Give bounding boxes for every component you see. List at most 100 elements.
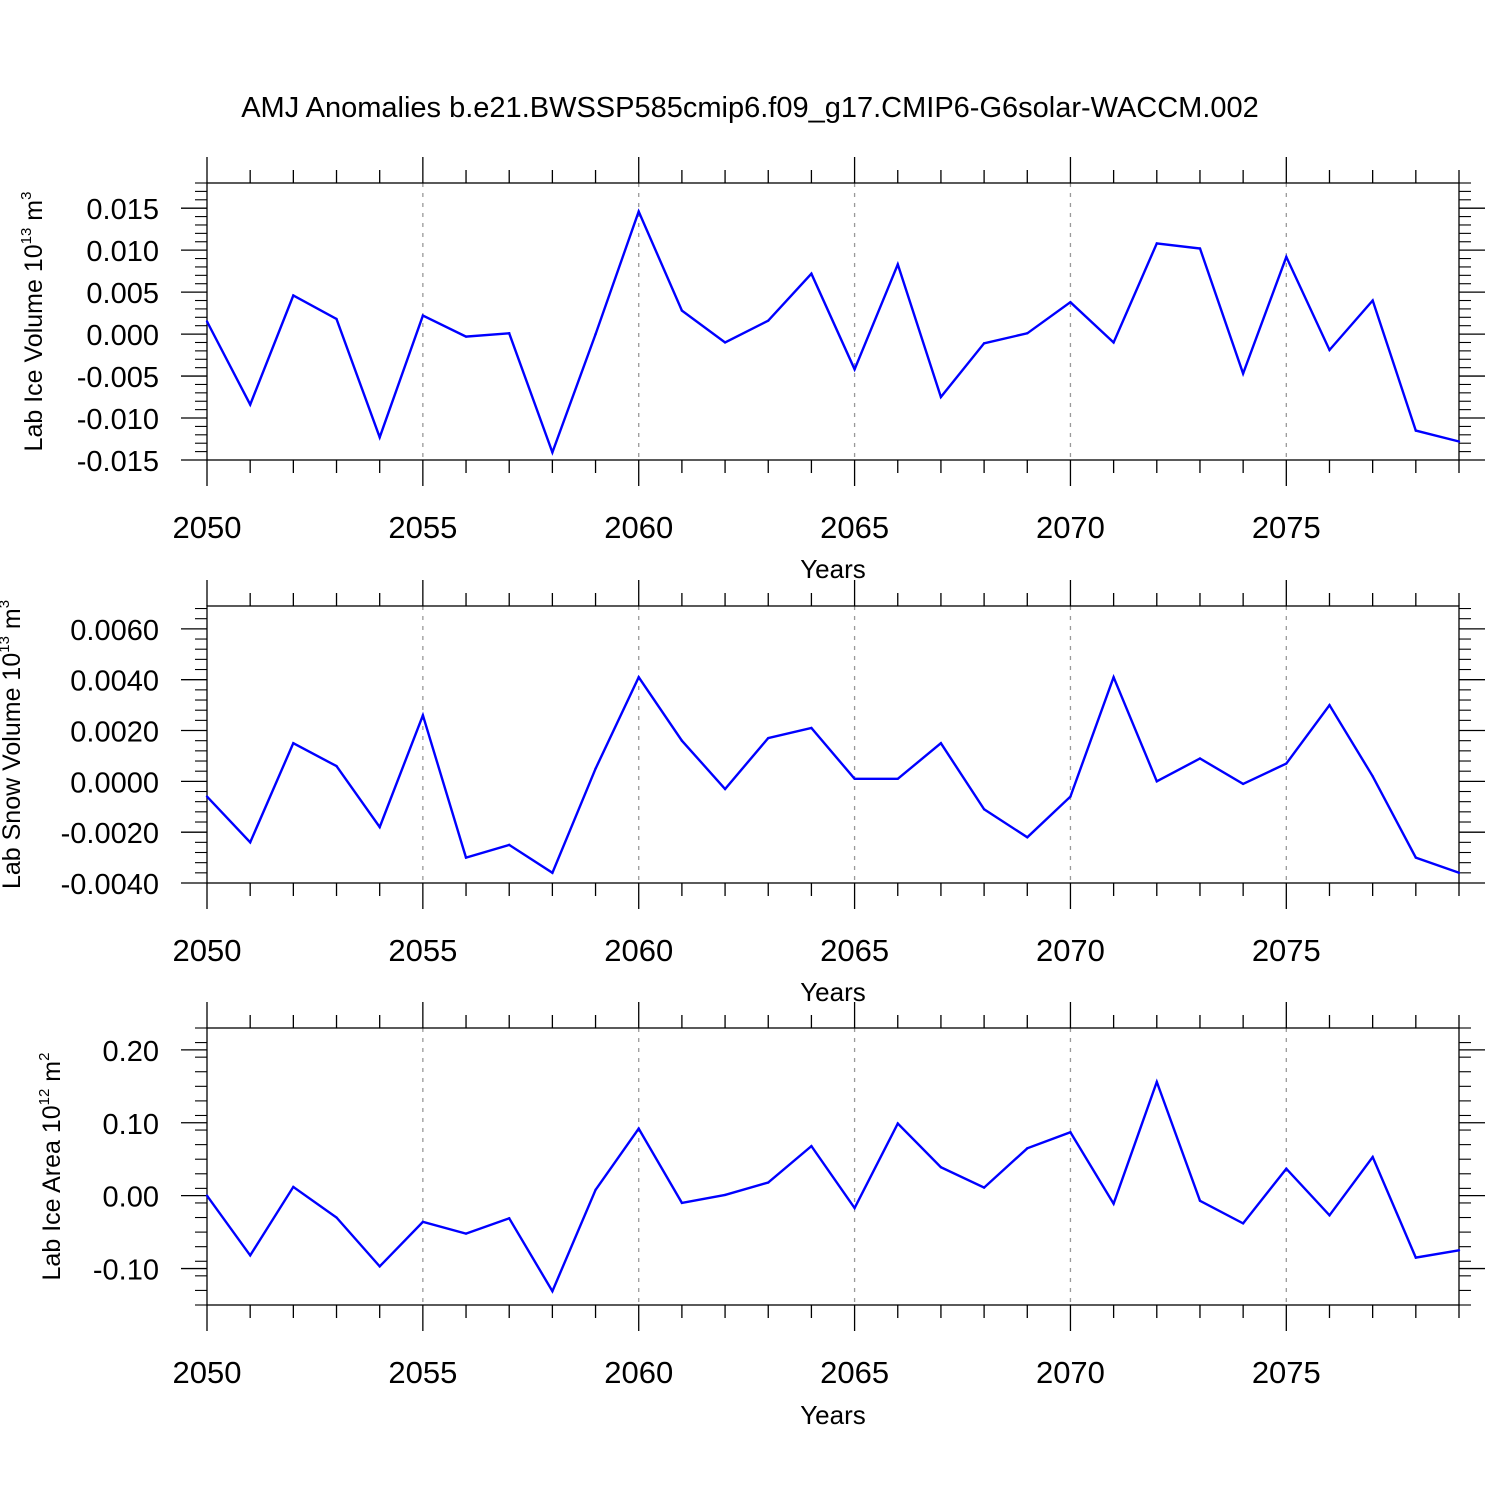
data-point [1112,1202,1115,1205]
data-point [1198,1199,1202,1202]
data-point [1026,332,1029,335]
y-tick-label: 0.000 [86,320,159,352]
data-point [1414,429,1418,432]
x-tick-label: 2070 [1036,510,1105,545]
data-point [637,1127,640,1130]
data-point [1241,1222,1245,1225]
y-tick-label: 0.0040 [70,666,159,698]
y-tick-label: -0.010 [77,404,159,436]
data-point [205,795,209,798]
data-point [508,1217,511,1220]
data-point [1285,255,1288,259]
data-point [378,825,381,829]
data-point [464,335,468,338]
y-axis-title-unit-exponent: 3 [18,192,35,200]
x-tick-label: 2065 [820,933,889,968]
data-point [378,1265,381,1268]
data-point [939,742,943,745]
data-point [680,309,684,312]
data-point [292,294,295,297]
series-line [205,208,1460,456]
data-point [551,871,554,875]
data-point [1198,757,1202,760]
panel-2: -0.0040 -0.0020 0.0000 0.0020 0.0040 0.0060 20… [0,580,1485,1007]
panel-3: -0.10 0.00 0.10 0.20 2050 2055 2060 2065 2070 207… [36,1002,1485,1430]
y-tick-label: 0.010 [86,236,159,268]
data-point [421,1220,425,1224]
y-tick-label: -0.10 [93,1255,159,1287]
data-point [1069,300,1072,304]
data-point [982,808,986,811]
y-axis-title-exponent: 13 [18,228,35,245]
y-axis-title-main: Lab Snow Volume 10 [0,653,26,889]
data-point [335,1216,338,1219]
data-point [205,320,209,323]
data-point [1371,299,1374,302]
x-axis-title: Years [800,554,866,584]
x-tick-label: 2050 [173,510,242,545]
series-line [206,1078,1460,1294]
data-point [1069,795,1072,798]
chart-title: AMJ Anomalies b.e21.BWSSP585cmip6.f09_g1… [241,92,1259,124]
y-tick-label: 0.0060 [70,615,159,647]
data-point [680,1201,684,1205]
data-point [723,787,727,791]
data-point [1328,703,1331,707]
data-point [464,1232,468,1235]
data-point [551,451,554,454]
data-point [810,726,813,730]
data-point [982,1186,986,1189]
y-axis-title-exponent: 13 [0,636,13,653]
data-point [205,1194,209,1197]
data-point [767,1181,770,1184]
data-point [1241,782,1245,786]
x-tick-label: 2065 [820,510,889,545]
x-tick-label: 2060 [604,510,673,545]
x-tick-label: 2075 [1252,1355,1321,1390]
data-point [896,1122,899,1125]
series-line [206,673,1460,875]
y-tick-label: 0.00 [103,1182,159,1214]
data-point [637,675,640,679]
data-point [292,742,295,745]
x-tick-label: 2075 [1252,933,1321,968]
data-point [248,841,252,844]
data-point [508,843,511,847]
data-point [1112,675,1115,679]
x-tick-label: 2060 [604,933,673,968]
data-point [1155,780,1158,783]
y-axis-title: Lab Snow Volume 1013 m3 [0,600,26,889]
data-point [810,272,813,275]
y-axis-title-unit-exponent: 3 [0,600,13,608]
data-point [508,332,511,335]
data-point [767,736,770,740]
y-tick-label: 0.0020 [70,717,159,749]
data-point [464,856,468,859]
x-tick-label: 2070 [1036,1355,1105,1390]
data-point [1457,440,1461,443]
y-axis-title-exponent: 12 [36,1089,53,1106]
y-tick-label: 0.015 [86,194,159,226]
x-axis-title: Years [800,977,866,1007]
data-point [896,777,899,781]
data-point [853,777,856,781]
data-point [853,368,856,371]
y-axis-title-main: Lab Ice Area 10 [38,1105,66,1280]
x-tick-label: 2060 [604,1355,673,1390]
y-axis-title-unit: m [38,1061,66,1089]
data-point [1285,1167,1288,1170]
data-point [767,319,770,322]
data-point [1026,836,1029,839]
data-point [292,1185,295,1189]
data-point [982,342,986,345]
data-point [1457,871,1461,875]
data-point [1069,1131,1072,1134]
data-point [421,714,425,717]
data-point [723,1193,727,1197]
x-tick-label: 2055 [388,510,457,545]
y-tick-label: -0.005 [77,362,159,394]
data-point [335,317,338,321]
data-point [939,1166,943,1169]
data-point [1328,1214,1331,1217]
